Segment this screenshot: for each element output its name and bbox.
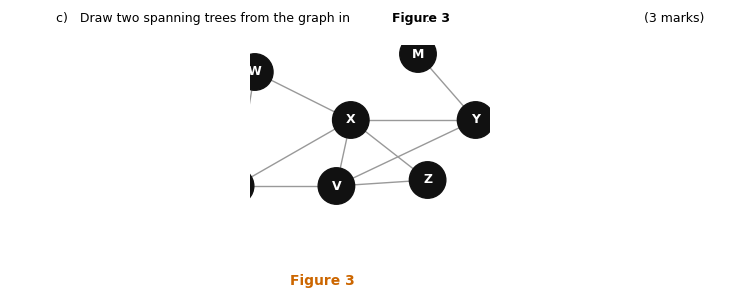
Text: Y: Y: [471, 113, 480, 127]
Text: W: W: [248, 65, 262, 79]
Text: M: M: [412, 47, 424, 61]
Text: U: U: [231, 179, 240, 193]
Text: .: .: [425, 12, 429, 25]
Circle shape: [400, 36, 437, 72]
Text: V: V: [332, 179, 341, 193]
Circle shape: [218, 168, 254, 204]
Circle shape: [237, 54, 273, 90]
Circle shape: [332, 102, 369, 138]
Text: Figure 3: Figure 3: [289, 274, 354, 288]
Circle shape: [318, 168, 354, 204]
Text: c)   Draw two spanning trees from the graph in: c) Draw two spanning trees from the grap…: [56, 12, 354, 25]
Text: Figure 3: Figure 3: [392, 12, 450, 25]
Circle shape: [457, 102, 494, 138]
Text: (3 marks): (3 marks): [644, 12, 704, 25]
Text: X: X: [346, 113, 356, 127]
Circle shape: [409, 162, 445, 198]
Text: Z: Z: [423, 173, 432, 187]
